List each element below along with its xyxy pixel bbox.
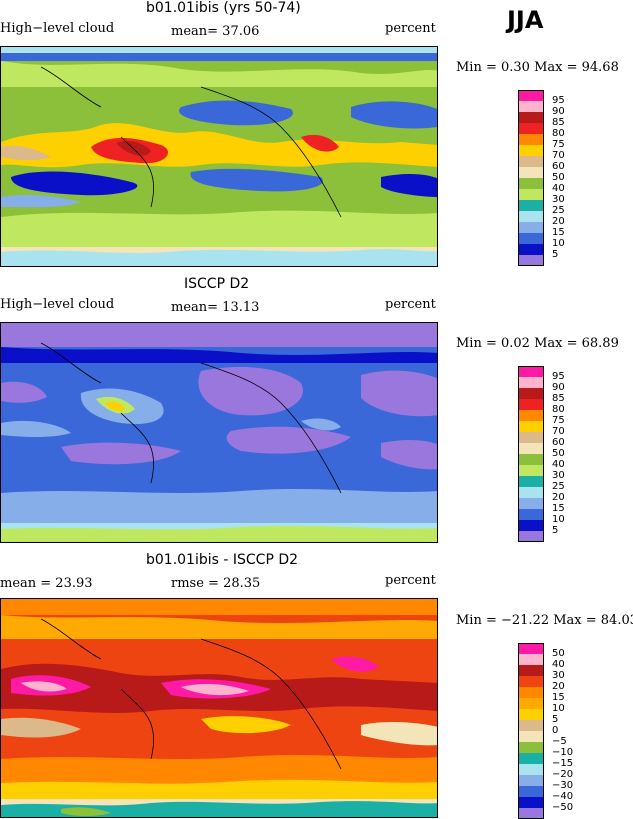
colorbar-tick-label: 20 (552, 681, 565, 692)
colorbar-tick-label: 20 (552, 492, 565, 503)
panel-1-map (0, 46, 438, 267)
colorbar-tick-label: 85 (552, 393, 565, 404)
panel-1-units-label: percent (385, 21, 436, 36)
colorbar-tick-label: 85 (552, 117, 565, 128)
colorbar-tick-label: −40 (552, 791, 574, 802)
colorbar-frame (518, 90, 544, 266)
colorbar-tick-label: −10 (552, 747, 574, 758)
panel-1-mean-label: mean= 37.06 (171, 24, 260, 39)
colorbar-tick-label: 95 (552, 371, 565, 382)
panel-2-variable-label: High−level cloud (0, 297, 115, 312)
panel-1-title: b01.01ibis (yrs 50-74) (146, 0, 301, 16)
colorbar-tick-label: 25 (552, 481, 565, 492)
colorbar-tick-label: 80 (552, 128, 565, 139)
colorbar-tick-label: 50 (552, 172, 565, 183)
colorbar-tick-label: 75 (552, 139, 565, 150)
panel-3-map-field (1, 599, 437, 817)
colorbar-tick-label: 60 (552, 161, 565, 172)
panel-3-units-label: percent (385, 573, 436, 588)
colorbar-tick-label: 30 (552, 470, 565, 481)
colorbar-tick-label: 95 (552, 95, 565, 106)
panel-3-map (0, 598, 438, 818)
colorbar-tick-label: 10 (552, 238, 565, 249)
panel-2-title: ISCCP D2 (184, 276, 250, 292)
colorbar-tick-label: 10 (552, 703, 565, 714)
colorbar-tick-label: 40 (552, 183, 565, 194)
colorbar-tick-label: 30 (552, 194, 565, 205)
panel-1-variable-label: High−level cloud (0, 21, 115, 36)
colorbar-tick-label: 5 (552, 249, 559, 260)
colorbar-tick-label: 40 (552, 459, 565, 470)
colorbar-tick-label: 5 (552, 525, 559, 536)
season-label: JJA (507, 6, 544, 34)
colorbar-tick-label: 70 (552, 426, 565, 437)
colorbar-tick-label: −20 (552, 769, 574, 780)
panel-2-mean-label: mean= 13.13 (171, 300, 260, 315)
colorbar-tick-label: 50 (552, 448, 565, 459)
colorbar-tick-label: 50 (552, 648, 565, 659)
colorbar-tick-label: 90 (552, 382, 565, 393)
colorbar-tick-label: 15 (552, 503, 565, 514)
colorbar-tick-label: 20 (552, 216, 565, 227)
colorbar-tick-label: 75 (552, 415, 565, 426)
panel-3-mean-label: mean = 23.93 (0, 576, 93, 591)
colorbar-tick-label: 15 (552, 692, 565, 703)
colorbar-tick-label: 25 (552, 205, 565, 216)
colorbar-tick-label: 60 (552, 437, 565, 448)
panel-2-map (0, 322, 438, 543)
colorbar-tick-label: 15 (552, 227, 565, 238)
panel-1-map-field (1, 47, 437, 266)
colorbar-tick-label: 5 (552, 714, 559, 725)
colorbar-tick-label: −50 (552, 802, 574, 813)
colorbar-tick-label: 10 (552, 514, 565, 525)
panel-2-units-label: percent (385, 297, 436, 312)
colorbar-tick-label: 70 (552, 150, 565, 161)
panel-3-minmax: Min = −21.22 Max = 84.03 (456, 613, 633, 628)
panel-2-minmax: Min = 0.02 Max = 68.89 (456, 336, 619, 351)
colorbar-tick-label: 30 (552, 670, 565, 681)
colorbar-tick-label: 90 (552, 106, 565, 117)
colorbar-tick-label: −15 (552, 758, 574, 769)
panel-3-title: b01.01ibis - ISCCP D2 (146, 552, 299, 568)
panel-3-rmse-label: rmse = 28.35 (171, 576, 261, 591)
colorbar-tick-label: 80 (552, 404, 565, 415)
colorbar-tick-label: −30 (552, 780, 574, 791)
colorbar-tick-label: −5 (552, 736, 567, 747)
panel-2-map-field (1, 323, 437, 542)
colorbar-frame (518, 366, 544, 542)
colorbar-tick-label: 0 (552, 725, 559, 736)
colorbar-tick-label: 40 (552, 659, 565, 670)
colorbar-frame (518, 643, 544, 819)
panel-1-minmax: Min = 0.30 Max = 94.68 (456, 60, 619, 75)
